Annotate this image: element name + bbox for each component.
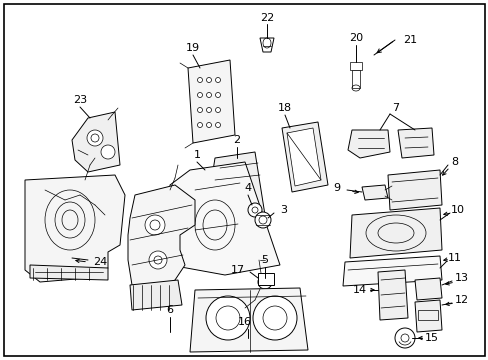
Bar [417,310,437,320]
Circle shape [197,122,202,127]
Text: 14: 14 [352,285,366,295]
Circle shape [91,134,99,142]
Text: 2: 2 [233,135,240,145]
Polygon shape [260,38,273,52]
Circle shape [254,212,270,228]
Text: 19: 19 [185,43,200,53]
Circle shape [258,275,271,289]
Circle shape [197,108,202,113]
Circle shape [206,108,211,113]
Polygon shape [282,122,327,192]
Polygon shape [342,256,441,286]
Circle shape [394,328,414,348]
Text: 18: 18 [277,103,291,113]
Text: 24: 24 [93,257,107,267]
Circle shape [215,108,220,113]
Text: 9: 9 [333,183,340,193]
Text: 3: 3 [280,205,287,215]
Text: 13: 13 [454,273,468,283]
Text: 15: 15 [424,333,438,343]
Polygon shape [286,128,320,186]
Bar [349,62,361,70]
Circle shape [145,215,164,235]
Polygon shape [204,152,264,222]
Text: 8: 8 [450,157,458,167]
Polygon shape [170,162,280,275]
Polygon shape [387,170,441,210]
Circle shape [154,256,162,264]
Polygon shape [349,208,441,258]
Text: 11: 11 [447,253,461,263]
Bar [258,273,273,285]
Polygon shape [397,128,433,158]
Circle shape [400,334,408,342]
Circle shape [252,296,296,340]
Circle shape [251,207,258,213]
Polygon shape [130,280,182,310]
Text: 12: 12 [454,295,468,305]
Circle shape [149,251,167,269]
Polygon shape [361,185,387,200]
Polygon shape [347,130,389,158]
Text: 1: 1 [193,150,200,160]
Circle shape [101,145,115,159]
Text: 7: 7 [392,103,399,113]
Circle shape [150,220,160,230]
Text: 20: 20 [348,33,362,43]
Polygon shape [25,175,125,282]
Polygon shape [414,300,441,332]
Polygon shape [190,288,307,352]
Circle shape [206,93,211,98]
Circle shape [197,93,202,98]
Polygon shape [72,112,120,172]
Text: 6: 6 [166,305,173,315]
Circle shape [206,122,211,127]
Polygon shape [414,278,441,300]
Circle shape [215,122,220,127]
Circle shape [215,77,220,82]
Text: 10: 10 [450,205,464,215]
Circle shape [216,306,240,330]
Circle shape [197,77,202,82]
Text: 23: 23 [73,95,87,105]
Polygon shape [377,270,407,320]
Text: 22: 22 [259,13,274,23]
Text: 5: 5 [261,255,268,265]
Polygon shape [187,60,235,143]
Circle shape [87,130,103,146]
Circle shape [263,306,286,330]
Polygon shape [128,185,195,292]
Text: 17: 17 [230,265,244,275]
Circle shape [262,279,267,285]
Circle shape [206,77,211,82]
Polygon shape [30,265,108,280]
Text: 21: 21 [402,35,416,45]
Bar [351,70,359,88]
Circle shape [205,296,249,340]
Circle shape [259,216,266,224]
Text: 4: 4 [244,183,251,193]
Circle shape [247,203,262,217]
Circle shape [215,93,220,98]
Text: 16: 16 [238,317,251,327]
